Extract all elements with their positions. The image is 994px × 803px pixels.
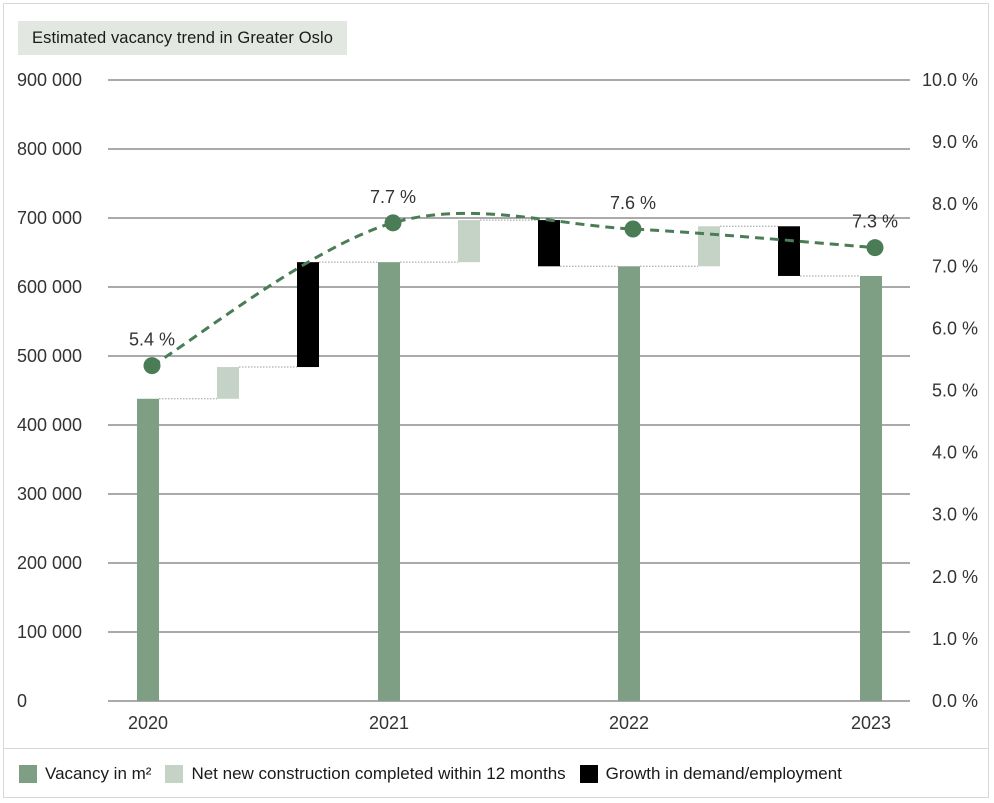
chart-title: Estimated vacancy trend in Greater Oslo [18, 21, 348, 55]
vacancy-rate-point [143, 357, 161, 375]
y-right-tick-label: 9.0 % [932, 132, 978, 152]
y-right-tick-label: 6.0 % [932, 318, 978, 338]
vacancy-rate-label: 7.7 % [370, 187, 416, 207]
y-right-tick-label: 10.0 % [922, 70, 978, 90]
x-tick-label: 2023 [851, 713, 891, 733]
y-left-tick-label: 400 000 [17, 415, 82, 435]
vacancy-rate-point [384, 214, 402, 232]
construction-step-bar [458, 220, 480, 263]
chart-legend: Vacancy in m² Net new construction compl… [3, 748, 989, 798]
legend-swatch-growth [579, 764, 598, 783]
construction-step-bar [217, 367, 239, 399]
legend-item-growth: Growth in demand/employment [579, 763, 842, 784]
growth-step-bar [297, 262, 319, 368]
chart-title-text: Estimated vacancy trend in Greater Oslo [32, 28, 334, 47]
growth-step-bar [778, 226, 800, 276]
y-right-tick-label: 3.0 % [932, 505, 978, 525]
y-left-tick-label: 900 000 [17, 70, 82, 90]
y-right-tick-label: 1.0 % [932, 629, 978, 649]
y-right-tick-label: 2.0 % [932, 567, 978, 587]
x-tick-label: 2021 [369, 713, 409, 733]
legend-swatch-vacancy [19, 764, 37, 783]
chart-frame [3, 3, 989, 798]
vacancy-rate-label: 5.4 % [129, 330, 175, 350]
y-left-tick-label: 800 000 [17, 139, 82, 159]
y-left-tick-label: 0 [17, 691, 27, 711]
y-right-tick-label: 7.0 % [932, 256, 978, 276]
y-right-tick-label: 5.0 % [932, 381, 978, 401]
x-tick-label: 2020 [128, 713, 168, 733]
vacancy-bar [860, 275, 882, 701]
legend-label-growth: Growth in demand/employment [605, 763, 842, 783]
growth-step-bar [538, 220, 560, 267]
vacancy-bar [618, 266, 640, 701]
y-left-tick-label: 300 000 [17, 484, 82, 504]
y-right-tick-label: 4.0 % [932, 443, 978, 463]
y-right-tick-label: 8.0 % [932, 194, 978, 214]
y-right-tick-label: 0.0 % [932, 691, 978, 711]
legend-swatch-construction [165, 764, 184, 783]
vacancy-rate-label: 7.6 % [610, 193, 656, 213]
vacancy-rate-line [151, 211, 876, 367]
vacancy-rate-point [624, 220, 642, 238]
vacancy-rate-point [866, 239, 884, 257]
x-tick-label: 2022 [609, 713, 649, 733]
legend-item-vacancy: Vacancy in m² [19, 764, 151, 784]
y-left-tick-label: 200 000 [17, 553, 82, 573]
vacancy-bar [137, 398, 159, 701]
chart-plot: 0 100 000 200 000 300 000 400 000 500 000 600 … [17, 70, 978, 733]
legend-item-construction: Net new construction completed within 12… [165, 763, 566, 784]
y-left-tick-label: 500 000 [17, 346, 82, 366]
vacancy-bar [378, 262, 400, 701]
y-left-tick-label: 100 000 [17, 622, 82, 642]
y-left-tick-label: 700 000 [17, 208, 82, 228]
legend-label-vacancy: Vacancy in m² [45, 763, 152, 783]
legend-label-construction: Net new construction completed within 12… [191, 763, 566, 783]
vacancy-rate-label: 7.3 % [852, 212, 898, 232]
y-left-tick-label: 600 000 [17, 277, 82, 297]
construction-step-bar [698, 226, 720, 267]
